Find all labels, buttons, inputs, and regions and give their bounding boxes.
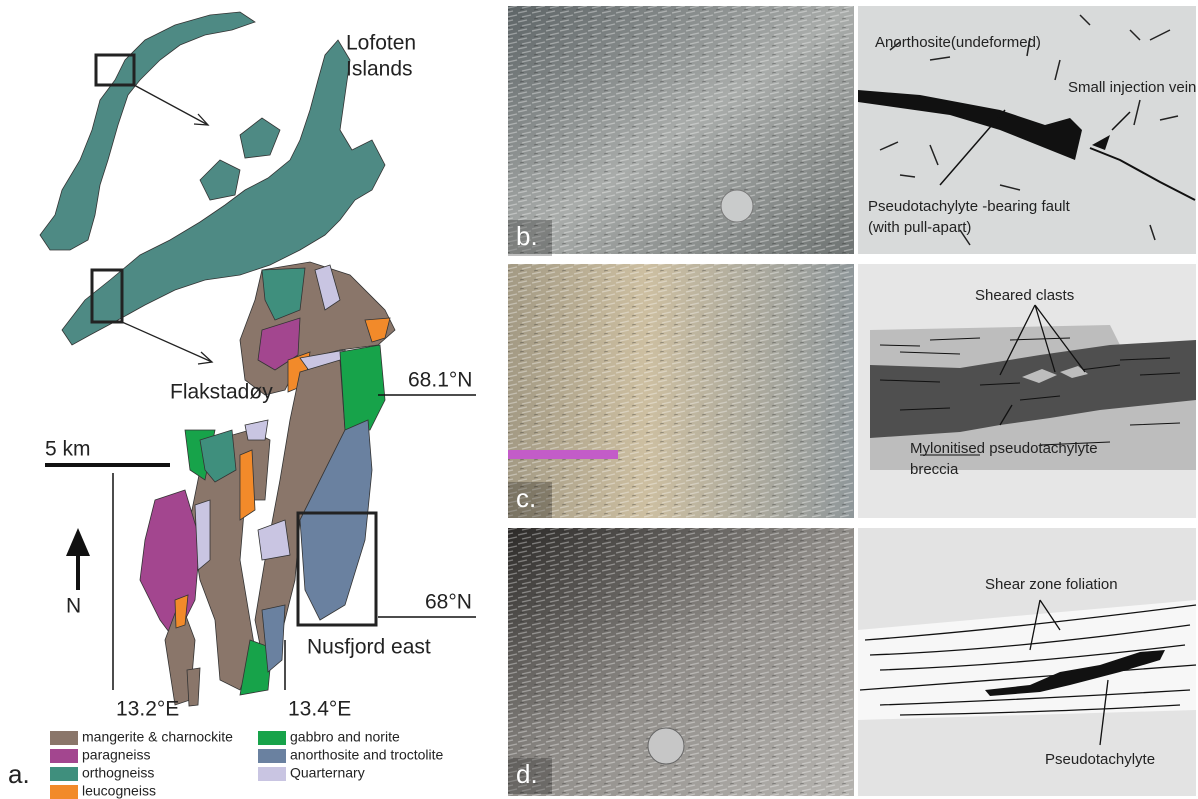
longitude-label: 13.4°E [288,698,351,721]
legend-label: orthogneiss [82,765,154,781]
coin [720,189,754,223]
scale-label: 5 km [45,438,91,461]
map-label: Nusfjord east [307,636,431,659]
geology-unit [239,639,273,696]
geology-unit [199,429,237,483]
norway-outline [39,11,256,251]
longitude-label: 13.2°E [116,698,179,721]
geology-unit [261,267,306,321]
geology-unit [139,489,201,641]
pseudotachylyte-vein [985,650,1165,696]
leader [1029,599,1061,651]
study-area-box [296,511,378,627]
leader [1111,111,1131,131]
annotation: Anorthosite(undeformed) [875,34,1041,51]
legend-swatch [50,731,78,745]
pencil [508,450,618,459]
leader [1099,679,1109,746]
map [39,11,476,707]
geology-unit [314,264,341,311]
legend-label: leucogneiss [82,783,156,799]
geology-unit [186,667,201,707]
arrow [121,321,213,363]
shear-zone [858,600,1196,720]
geology-unit [257,317,301,371]
panel-label: b. [516,221,538,251]
legend-label: paragneiss [82,747,151,763]
map-label: Flakstadøy [170,381,273,404]
annotation: Mylonitised pseudotachylyte [910,440,1098,457]
panel-label: d. [516,759,538,789]
geology-unit [299,419,373,621]
legend-label: mangerite & charnockite [82,729,233,745]
panel-label-bg [508,758,552,794]
locator-box [94,53,136,87]
breccia [870,340,1196,438]
annotation: Sheared clasts [975,287,1074,304]
geology-unit [364,317,391,343]
legend-label: gabbro and norite [290,729,400,745]
leader [999,304,1086,376]
photo-texture [508,6,854,254]
panel-label: c. [516,483,536,513]
legend-swatch [50,767,78,781]
map-label: Islands [346,58,413,81]
lofoten-outline [239,117,281,159]
photo-texture [508,264,854,518]
legend-swatch [258,749,286,763]
annotation: breccia [910,461,959,478]
leader [939,109,1006,186]
legend-swatch [258,731,286,745]
panel-label: a. [8,759,30,789]
legend-swatch [50,785,78,799]
vein [1089,147,1196,201]
fault [858,90,1082,160]
legend-label: Quarternary [290,765,365,781]
geology-unit [239,449,256,521]
arrow [133,84,209,126]
panel-d [508,528,1197,796]
geology-unit [174,594,189,629]
annotation: Shear zone foliation [985,576,1118,593]
geology-unit [261,604,286,673]
legend-swatch [258,767,286,781]
geology-unit [244,419,269,441]
lofoten-outline [61,39,386,346]
legend: mangerite & charnockite paragneiss orthogn… [50,729,444,799]
locator-box [90,268,124,324]
lofoten-outline [199,159,241,201]
panel-label-bg [508,220,552,256]
annotation: Pseudotachylyte -bearing fault [868,198,1071,215]
panel-c [508,264,1196,518]
foliation [859,604,1197,716]
coin [647,727,685,765]
foliation [879,337,1181,456]
arrow-head [193,113,210,126]
annotation: (with pull-apart) [868,219,971,236]
latitude-label: 68.1°N [408,369,472,392]
annotation: Small injection vein [1068,79,1196,96]
latitude-label: 68°N [425,591,472,614]
legend-label: anorthosite and troctolite [290,747,444,763]
legend-swatch [50,749,78,763]
geology-unit [257,519,291,561]
geology-unit [194,499,211,571]
panel-texts: b. Anorthosite(undeformed) Small injection… [508,34,1196,794]
map-label: Lofoten [346,32,416,55]
geology-unit [339,344,386,431]
annotation: Pseudotachylyte [1045,751,1155,768]
geology-map [139,261,396,707]
north-label: N [66,595,81,618]
arrow-head [197,351,214,365]
panel-label-bg [508,482,552,518]
vein [1092,135,1110,150]
leader [999,404,1013,426]
north-arrow [66,528,90,556]
crystal-marks [879,14,1179,246]
clast [1022,366,1088,383]
panel-b [508,6,1196,254]
